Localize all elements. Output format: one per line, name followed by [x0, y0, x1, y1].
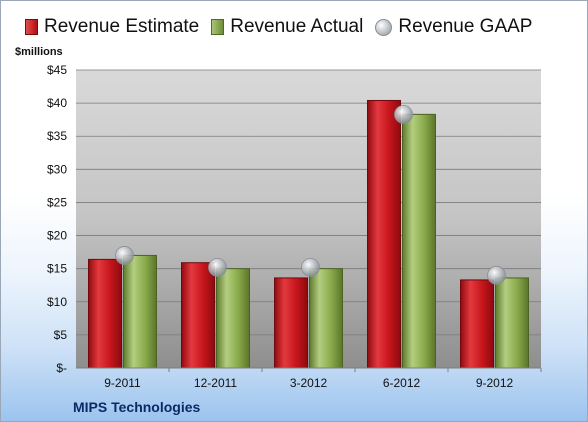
legend-label-estimate: Revenue Estimate	[44, 16, 200, 37]
chart-legend: Revenue Estimate Revenue Actual Revenue …	[25, 16, 544, 38]
y-axis-ticks: $- $5 $10 $15 $20 $25 $30 $35 $40 $45	[47, 63, 67, 375]
x-tick-label: 9-2011	[104, 376, 141, 390]
x-tick-label: 6-2012	[383, 376, 421, 390]
legend-swatch-gaap	[375, 18, 393, 36]
bars	[88, 99, 529, 369]
bar-revenue-actual	[402, 113, 436, 369]
gaap-markers	[115, 104, 506, 285]
y-tick-label: $5	[54, 328, 68, 342]
y-tick-label: $35	[47, 129, 67, 143]
legend-swatch-estimate	[25, 19, 38, 35]
bar-revenue-actual	[495, 277, 529, 369]
bar-revenue-estimate	[88, 258, 122, 369]
y-tick-label: $20	[47, 229, 67, 243]
bar-revenue-estimate	[460, 279, 494, 369]
marker-revenue-gaap	[115, 246, 134, 265]
legend-swatch-actual	[211, 19, 225, 35]
legend-label-gaap: Revenue GAAP	[398, 16, 533, 37]
x-axis-ticks: 9-2011 12-2011 3-2012 6-2012 9-2012	[104, 368, 542, 390]
bar-revenue-actual	[309, 268, 343, 369]
y-axis-unit-label: $millions	[15, 46, 63, 58]
x-tick-label: 12-2011	[194, 376, 237, 390]
bar-revenue-actual	[216, 268, 250, 369]
bar-revenue-estimate	[367, 99, 401, 369]
y-tick-label: $10	[47, 295, 67, 309]
marker-revenue-gaap	[301, 257, 320, 277]
x-tick-label: 9-2012	[476, 376, 514, 390]
y-tick-label: $-	[56, 361, 67, 375]
legend-item-estimate: Revenue Estimate	[25, 16, 199, 38]
marker-revenue-gaap	[394, 104, 413, 124]
bar-revenue-estimate	[274, 277, 308, 369]
y-tick-label: $25	[47, 195, 67, 209]
marker-revenue-gaap	[487, 265, 506, 285]
bar-revenue-estimate	[181, 262, 215, 369]
legend-item-gaap: Revenue GAAP	[375, 16, 532, 38]
bar-revenue-actual	[123, 254, 157, 369]
company-name: MIPS Technologies	[73, 399, 201, 415]
legend-label-actual: Revenue Actual	[230, 16, 364, 37]
grid-lines	[76, 69, 541, 336]
y-tick-label: $30	[47, 162, 67, 176]
marker-revenue-gaap	[208, 257, 227, 277]
y-tick-label: $15	[47, 262, 67, 276]
y-tick-label: $45	[47, 63, 67, 77]
x-tick-label: 3-2012	[290, 376, 328, 390]
legend-item-actual: Revenue Actual	[211, 16, 363, 38]
y-tick-label: $40	[47, 96, 67, 110]
